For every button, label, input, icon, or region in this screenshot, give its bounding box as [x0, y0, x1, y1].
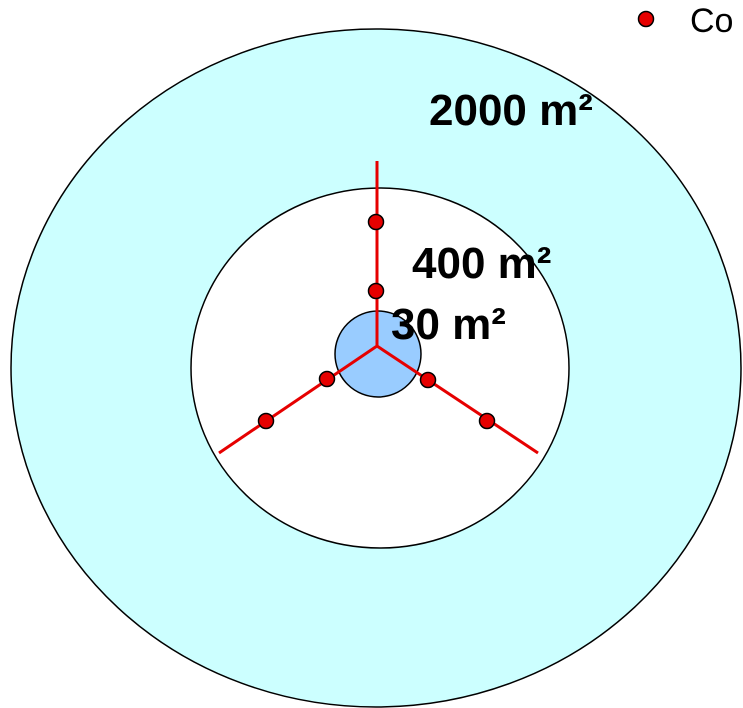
sample-point: [478, 412, 496, 430]
sample-point: [367, 213, 385, 231]
transect-line-southeast: [376, 344, 539, 455]
legend-label: Co: [690, 2, 733, 40]
red-dot-icon: [637, 10, 655, 28]
transect-line-southwest: [218, 344, 378, 455]
middle-zone-label: 400 m²: [412, 239, 551, 288]
core-zone-label: 30 m²: [391, 300, 506, 349]
sample-point: [419, 371, 437, 389]
sample-point: [257, 412, 275, 430]
sample-point: [318, 370, 336, 388]
outer-zone-label: 2000 m²: [429, 86, 593, 135]
sample-point: [367, 282, 385, 300]
